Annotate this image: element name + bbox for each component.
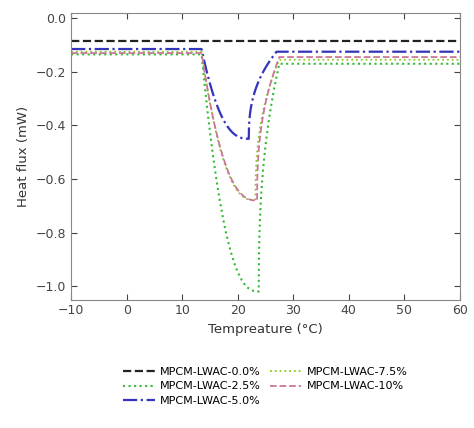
- MPCM-LWAC-5.0%: [246, 136, 252, 141]
- Line: MPCM-LWAC-5.0%: MPCM-LWAC-5.0%: [71, 49, 460, 139]
- Line: MPCM-LWAC-7.5%: MPCM-LWAC-7.5%: [71, 52, 460, 200]
- MPCM-LWAC-0.0%: [358, 39, 364, 44]
- MPCM-LWAC-2.5%: [68, 52, 74, 57]
- MPCM-LWAC-7.5%: [358, 57, 364, 62]
- MPCM-LWAC-7.5%: [457, 57, 463, 62]
- MPCM-LWAC-10%: [68, 51, 74, 56]
- MPCM-LWAC-2.5%: [457, 61, 463, 66]
- MPCM-LWAC-10%: [358, 54, 364, 59]
- MPCM-LWAC-10%: [388, 54, 393, 59]
- MPCM-LWAC-0.0%: [457, 39, 463, 44]
- MPCM-LWAC-5.0%: [301, 49, 307, 54]
- Legend: MPCM-LWAC-0.0%, MPCM-LWAC-2.5%, MPCM-LWAC-5.0%, MPCM-LWAC-7.5%, MPCM-LWAC-10%: MPCM-LWAC-0.0%, MPCM-LWAC-2.5%, MPCM-LWA…: [119, 363, 412, 410]
- MPCM-LWAC-5.0%: [68, 47, 74, 52]
- MPCM-LWAC-10%: [139, 51, 145, 56]
- MPCM-LWAC-0.0%: [301, 39, 307, 44]
- MPCM-LWAC-0.0%: [68, 39, 74, 44]
- MPCM-LWAC-10%: [254, 198, 260, 203]
- MPCM-LWAC-0.0%: [217, 39, 222, 44]
- MPCM-LWAC-2.5%: [321, 61, 327, 66]
- Line: MPCM-LWAC-10%: MPCM-LWAC-10%: [71, 53, 460, 200]
- MPCM-LWAC-7.5%: [321, 57, 327, 62]
- MPCM-LWAC-10%: [301, 54, 307, 59]
- MPCM-LWAC-7.5%: [388, 57, 393, 62]
- MPCM-LWAC-7.5%: [253, 198, 258, 203]
- MPCM-LWAC-5.0%: [139, 47, 145, 52]
- MPCM-LWAC-0.0%: [388, 39, 393, 44]
- MPCM-LWAC-2.5%: [388, 61, 393, 66]
- MPCM-LWAC-0.0%: [139, 39, 145, 44]
- MPCM-LWAC-5.0%: [358, 49, 364, 54]
- MPCM-LWAC-5.0%: [457, 49, 463, 54]
- MPCM-LWAC-5.0%: [217, 109, 222, 114]
- MPCM-LWAC-2.5%: [139, 52, 145, 57]
- MPCM-LWAC-10%: [217, 143, 222, 148]
- MPCM-LWAC-5.0%: [388, 49, 393, 54]
- Line: MPCM-LWAC-2.5%: MPCM-LWAC-2.5%: [71, 54, 460, 291]
- MPCM-LWAC-10%: [457, 54, 463, 59]
- MPCM-LWAC-2.5%: [217, 197, 222, 202]
- MPCM-LWAC-5.0%: [321, 49, 327, 54]
- MPCM-LWAC-0.0%: [321, 39, 327, 44]
- MPCM-LWAC-7.5%: [139, 49, 145, 54]
- MPCM-LWAC-2.5%: [358, 61, 364, 66]
- X-axis label: Tempreature (°C): Tempreature (°C): [208, 323, 323, 336]
- Y-axis label: Heat flux (mW): Heat flux (mW): [17, 106, 30, 207]
- MPCM-LWAC-7.5%: [301, 57, 307, 62]
- MPCM-LWAC-7.5%: [217, 144, 222, 149]
- MPCM-LWAC-2.5%: [301, 61, 307, 66]
- MPCM-LWAC-2.5%: [256, 289, 262, 294]
- MPCM-LWAC-10%: [321, 54, 327, 59]
- MPCM-LWAC-7.5%: [68, 49, 74, 54]
